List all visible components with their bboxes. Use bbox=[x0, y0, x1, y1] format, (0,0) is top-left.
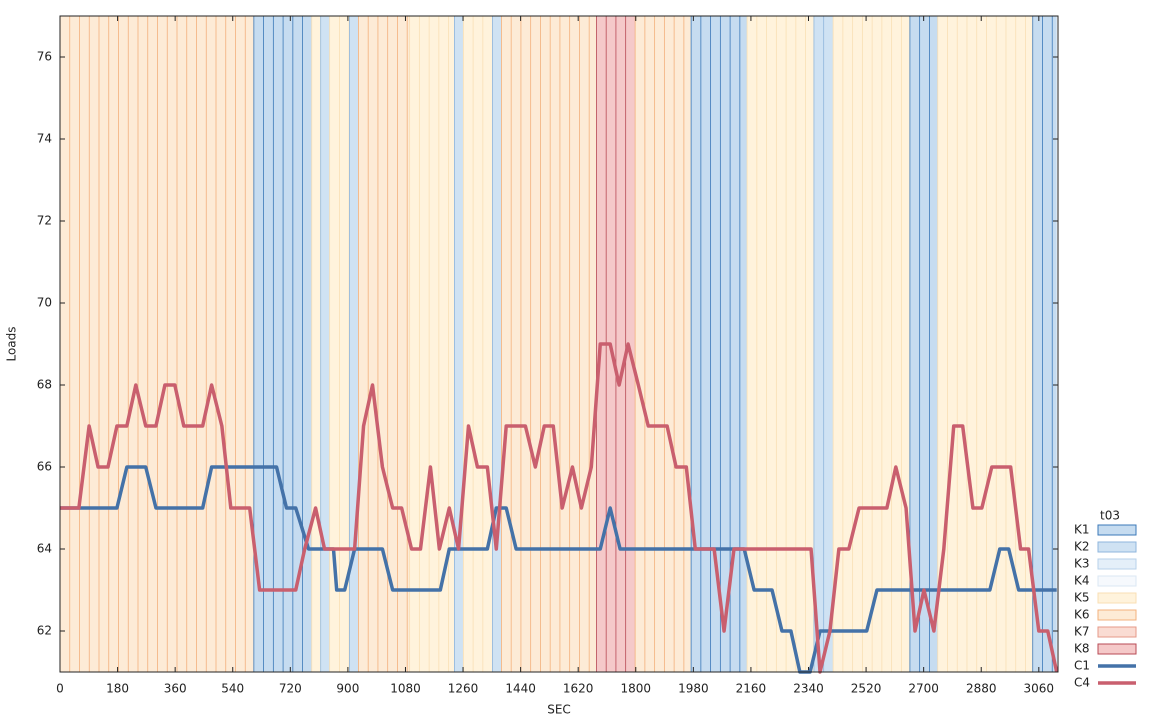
legend-swatch bbox=[1097, 626, 1137, 638]
band bbox=[501, 16, 597, 672]
band bbox=[358, 16, 410, 672]
y-tick-label: 74 bbox=[37, 132, 52, 146]
x-tick-label: 2340 bbox=[793, 682, 824, 696]
band bbox=[349, 16, 359, 672]
legend: K1 K2 K3 K4 K5 K6 K7 K8 C1 C4 bbox=[1074, 523, 1137, 690]
y-tick-label: 62 bbox=[37, 624, 52, 638]
y-tick-label: 76 bbox=[37, 50, 52, 64]
band-layer bbox=[59, 16, 1057, 672]
x-tick-label: 2880 bbox=[966, 682, 997, 696]
band bbox=[311, 16, 321, 672]
legend-label: K7 bbox=[1074, 625, 1090, 639]
x-tick-label: 540 bbox=[221, 682, 244, 696]
legend-swatch bbox=[1097, 592, 1137, 604]
band bbox=[937, 16, 1033, 672]
x-tick-label: 2160 bbox=[736, 682, 767, 696]
band bbox=[747, 16, 814, 672]
legend-swatch bbox=[1097, 575, 1137, 587]
x-tick-label: 1440 bbox=[505, 682, 536, 696]
x-tick-label: 0 bbox=[56, 682, 64, 696]
legend-label: K6 bbox=[1074, 608, 1090, 622]
legend-swatch bbox=[1097, 524, 1137, 536]
x-tick-label: 1620 bbox=[563, 682, 594, 696]
y-tick-label: 68 bbox=[37, 378, 52, 392]
y-tick-label: 64 bbox=[37, 542, 52, 556]
x-tick-label: 720 bbox=[279, 682, 302, 696]
x-tick-label: 1980 bbox=[678, 682, 709, 696]
x-tick-label: 900 bbox=[336, 682, 359, 696]
band bbox=[492, 16, 502, 672]
line-layer bbox=[60, 342, 1059, 674]
y-tick-label: 72 bbox=[37, 214, 52, 228]
band bbox=[409, 16, 455, 672]
y-axis-label: Loads bbox=[5, 326, 19, 361]
legend-label: C1 bbox=[1074, 659, 1090, 673]
legend-title: t03 bbox=[1100, 509, 1120, 523]
x-tick-label: 360 bbox=[164, 682, 187, 696]
legend-swatch bbox=[1097, 609, 1137, 621]
x-axis-label: SEC bbox=[547, 703, 571, 717]
band bbox=[635, 16, 692, 672]
legend-label: K4 bbox=[1074, 574, 1090, 588]
legend-label: K2 bbox=[1074, 540, 1090, 554]
band bbox=[691, 16, 748, 672]
band bbox=[60, 16, 254, 672]
legend-label: K8 bbox=[1074, 642, 1090, 656]
x-tick-label: 2700 bbox=[908, 682, 939, 696]
legend-swatch bbox=[1097, 558, 1137, 570]
band bbox=[320, 16, 330, 672]
series-line bbox=[60, 342, 1059, 674]
x-tick-label: 3060 bbox=[1024, 682, 1055, 696]
x-tick-label: 1080 bbox=[390, 682, 421, 696]
legend-label: K1 bbox=[1074, 523, 1090, 537]
legend-swatch bbox=[1097, 541, 1137, 553]
axis-layer: 0 180 360 540 720 900 1080 1260 1440 1620 1800 1980… bbox=[37, 16, 1058, 696]
plot-frame bbox=[59, 15, 1059, 673]
band bbox=[463, 16, 493, 672]
legend-label: K5 bbox=[1074, 591, 1090, 605]
legend-label: K3 bbox=[1074, 557, 1090, 571]
band bbox=[909, 16, 938, 672]
y-tick-label: 66 bbox=[37, 460, 52, 474]
band bbox=[833, 16, 910, 672]
legend-label: C4 bbox=[1074, 676, 1090, 690]
x-tick-label: 2520 bbox=[851, 682, 882, 696]
y-tick-label: 70 bbox=[37, 296, 52, 310]
x-tick-label: 1260 bbox=[448, 682, 479, 696]
x-tick-label: 1800 bbox=[620, 682, 651, 696]
series-line bbox=[60, 465, 1057, 674]
band bbox=[454, 16, 464, 672]
x-tick-label: 180 bbox=[106, 682, 129, 696]
band bbox=[1032, 16, 1057, 672]
legend-swatch bbox=[1097, 643, 1137, 655]
